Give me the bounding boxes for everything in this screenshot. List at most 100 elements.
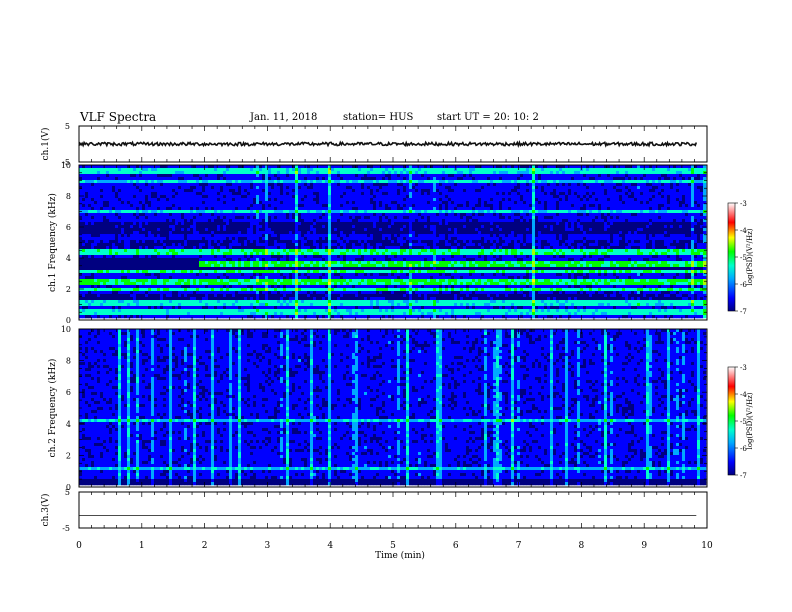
- spectrogram-cell: [673, 180, 676, 183]
- spectrogram-cell: [664, 177, 667, 180]
- spectrogram-cell: [676, 174, 679, 177]
- spectrogram-cell: [382, 183, 385, 186]
- spectrogram-cell: [484, 183, 487, 186]
- spectrogram-cell: [577, 177, 580, 180]
- spectrogram-cell: [298, 177, 301, 180]
- spectrogram-cell: [316, 177, 319, 180]
- spectrogram-cell: [142, 168, 145, 171]
- spectrogram-cell: [517, 174, 520, 177]
- spectrogram-cell: [229, 180, 232, 183]
- spectrogram-cell: [349, 189, 352, 192]
- spectrogram-cell: [373, 183, 376, 186]
- spectrogram-cell: [367, 171, 370, 174]
- spectrogram-cell: [526, 180, 529, 183]
- spectrogram-cell: [586, 168, 589, 171]
- spectrogram-cell: [658, 180, 661, 183]
- spectrogram-cell: [241, 189, 244, 192]
- spectrogram-cell: [610, 168, 613, 171]
- spectrogram-cell: [454, 186, 457, 189]
- spectrogram-cell: [142, 183, 145, 186]
- spectrogram-cell: [253, 183, 256, 186]
- spectrogram-cell: [487, 171, 490, 174]
- spectrogram-cell: [319, 180, 322, 183]
- spectrogram-cell: [652, 186, 655, 189]
- spectrogram-cell: [373, 171, 376, 174]
- spectrogram-cell: [157, 174, 160, 177]
- spectrogram-cell: [550, 177, 553, 180]
- spectrogram-cell: [598, 183, 601, 186]
- spectrogram-cell: [355, 177, 358, 180]
- spectrogram-cell: [655, 168, 658, 171]
- spectrogram-cell: [196, 171, 199, 174]
- spectrogram-cell: [583, 168, 586, 171]
- spectrogram-cell: [670, 183, 673, 186]
- spectrogram-cell: [388, 189, 391, 192]
- spectrogram-cell: [220, 183, 223, 186]
- spectrogram-cell: [385, 186, 388, 189]
- spectrogram-cell: [277, 186, 280, 189]
- spectrogram-cell: [640, 177, 643, 180]
- spectrogram-cell: [307, 171, 310, 174]
- spectrogram-cell: [112, 186, 115, 189]
- spectrogram-cell: [646, 180, 649, 183]
- spectrogram-cell: [586, 171, 589, 174]
- spectrogram-cell: [109, 183, 112, 186]
- spectrogram-cell: [358, 177, 361, 180]
- spectrogram-cell: [547, 177, 550, 180]
- spectrogram-cell: [445, 183, 448, 186]
- spectrogram-cell: [124, 186, 127, 189]
- spectrogram-cell: [496, 171, 499, 174]
- spectrogram-cell: [472, 171, 475, 174]
- spectrogram-cell: [196, 186, 199, 189]
- spectrogram-cell: [256, 177, 259, 180]
- spectrogram-cell: [304, 183, 307, 186]
- spectrogram-cell: [418, 186, 421, 189]
- spectrogram-cell: [208, 186, 211, 189]
- spectrogram-cell: [280, 177, 283, 180]
- spectrogram-cell: [166, 180, 169, 183]
- spectrogram-cell: [106, 183, 109, 186]
- spectrogram-cell: [604, 174, 607, 177]
- spectrogram-cell: [202, 177, 205, 180]
- spectrogram-cell: [397, 180, 400, 183]
- spectrogram-cell: [607, 177, 610, 180]
- spectrogram-cell: [607, 174, 610, 177]
- spectrogram-cell: [487, 174, 490, 177]
- spectrogram-cell: [94, 177, 97, 180]
- spectrogram-cell: [361, 183, 364, 186]
- spectrogram-cell: [127, 174, 130, 177]
- spectrogram-cell: [361, 180, 364, 183]
- spectrogram-cell: [376, 177, 379, 180]
- spectrogram-cell: [613, 180, 616, 183]
- spectrogram-cell: [304, 177, 307, 180]
- spectrogram-cell: [325, 186, 328, 189]
- spectrogram-cell: [331, 168, 334, 171]
- spectrogram-cell: [220, 180, 223, 183]
- spectrogram-cell: [307, 177, 310, 180]
- spectrogram-cell: [610, 183, 613, 186]
- spectrogram-cell: [550, 168, 553, 171]
- spectrogram-cell: [433, 180, 436, 183]
- spectrogram-cell: [580, 174, 583, 177]
- spectrogram-cell: [460, 177, 463, 180]
- spectrogram-cell: [364, 168, 367, 171]
- spectrogram-cell: [511, 168, 514, 171]
- spectrogram-cell: [574, 171, 577, 174]
- spectrogram-cell: [493, 171, 496, 174]
- spectrogram-cell: [181, 177, 184, 180]
- spectrogram-cell: [457, 171, 460, 174]
- spectrogram-cell: [241, 180, 244, 183]
- spectrogram-cell: [598, 171, 601, 174]
- spectrogram-cell: [505, 168, 508, 171]
- spectrogram-cell: [553, 177, 556, 180]
- spectrogram-cell: [403, 183, 406, 186]
- spectrogram-cell: [160, 189, 163, 192]
- spectrogram-cell: [139, 180, 142, 183]
- spectrogram-cell: [265, 183, 268, 186]
- spectrogram-cell: [391, 177, 394, 180]
- spectrogram-cell: [460, 183, 463, 186]
- spectrogram-cell: [139, 183, 142, 186]
- spectrogram-cell: [124, 189, 127, 192]
- spectrogram-cell: [301, 174, 304, 177]
- spectrogram-cell: [337, 183, 340, 186]
